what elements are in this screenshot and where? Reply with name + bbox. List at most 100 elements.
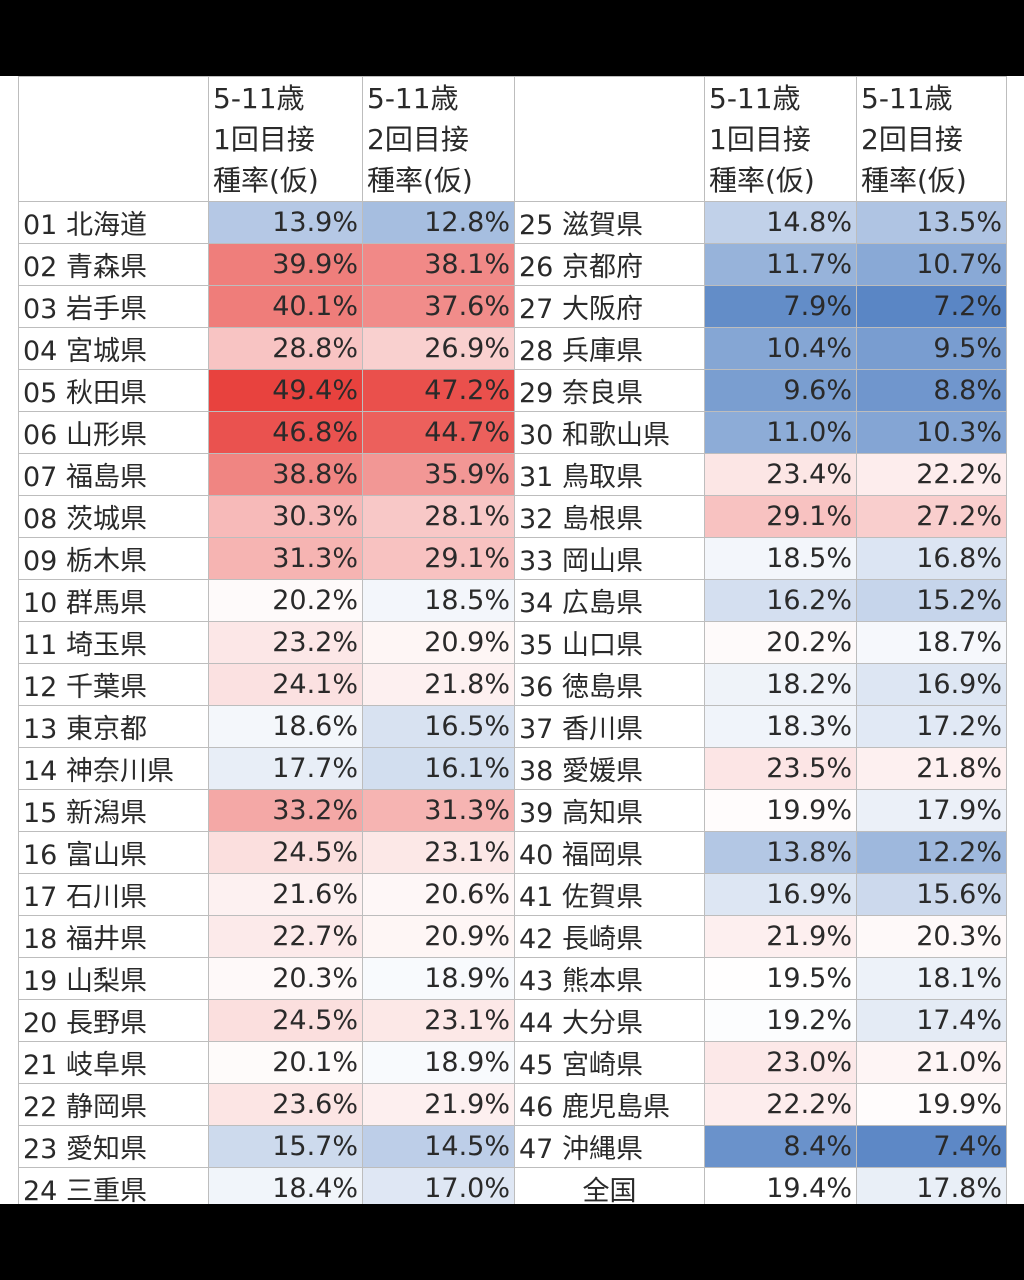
first-dose-rate-right: 18.2% <box>704 663 857 706</box>
prefecture-name-right: 25 滋賀県 <box>514 201 705 244</box>
second-dose-rate-left: 16.1% <box>362 747 515 790</box>
prefecture-name-left: 24 三重県 <box>18 1167 209 1204</box>
spreadsheet-sheet: 5-11歳 1回目接 種率(仮) 5-11歳 2回目接 種率(仮) 5-11歳 … <box>0 76 1024 1204</box>
first-dose-rate-left: 18.6% <box>208 705 363 748</box>
prefecture-name-right: 28 兵庫県 <box>514 327 705 370</box>
header-row: 5-11歳 1回目接 種率(仮) 5-11歳 2回目接 種率(仮) 5-11歳 … <box>18 76 1007 202</box>
prefecture-name-left: 01 北海道 <box>18 201 209 244</box>
table-row: 01 北海道 13.9% 12.8% 25 滋賀県 14.8% 13.5% <box>18 201 1007 244</box>
first-dose-rate-right: 16.2% <box>704 579 857 622</box>
second-dose-rate-right: 16.8% <box>856 537 1007 580</box>
table-row: 06 山形県 46.8% 44.7% 30 和歌山県 11.0% 10.3% <box>18 411 1007 454</box>
prefecture-name-left: 20 長野県 <box>18 999 209 1042</box>
prefecture-name-left: 22 静岡県 <box>18 1083 209 1126</box>
prefecture-name-right: 39 高知県 <box>514 789 705 832</box>
first-dose-rate-right: 16.9% <box>704 873 857 916</box>
first-dose-rate-left: 40.1% <box>208 285 363 328</box>
second-dose-rate-left: 18.5% <box>362 579 515 622</box>
prefecture-name-right: 45 宮崎県 <box>514 1041 705 1084</box>
prefecture-name-right: 37 香川県 <box>514 705 705 748</box>
first-dose-rate-right: 19.4% <box>704 1167 857 1204</box>
table-row: 09 栃木県 31.3% 29.1% 33 岡山県 18.5% 16.8% <box>18 537 1007 580</box>
table-row: 21 岐阜県 20.1% 18.9% 45 宮崎県 23.0% 21.0% <box>18 1041 1007 1084</box>
first-dose-rate-right: 20.2% <box>704 621 857 664</box>
second-dose-rate-right: 17.4% <box>856 999 1007 1042</box>
second-dose-rate-left: 18.9% <box>362 1041 515 1084</box>
second-dose-rate-right: 16.9% <box>856 663 1007 706</box>
prefecture-name-right: 27 大阪府 <box>514 285 705 328</box>
header-line: 種率(仮) <box>367 164 473 197</box>
header-line: 5-11歳 <box>367 82 459 115</box>
table-row: 03 岩手県 40.1% 37.6% 27 大阪府 7.9% 7.2% <box>18 285 1007 328</box>
header-line: 種率(仮) <box>709 164 815 197</box>
prefecture-name-left: 07 福島県 <box>18 453 209 496</box>
prefecture-name-right: 29 奈良県 <box>514 369 705 412</box>
prefecture-name-left: 05 秋田県 <box>18 369 209 412</box>
second-dose-rate-left: 17.0% <box>362 1167 515 1204</box>
prefecture-name-right: 44 大分県 <box>514 999 705 1042</box>
header-cell-col3: 5-11歳 1回目接 種率(仮) <box>704 76 857 202</box>
first-dose-rate-right: 18.5% <box>704 537 857 580</box>
first-dose-rate-left: 17.7% <box>208 747 363 790</box>
table-row: 20 長野県 24.5% 23.1% 44 大分県 19.2% 17.4% <box>18 999 1007 1042</box>
first-dose-rate-left: 39.9% <box>208 243 363 286</box>
first-dose-rate-right: 11.7% <box>704 243 857 286</box>
prefecture-name-left: 02 青森県 <box>18 243 209 286</box>
prefecture-name-left: 04 宮城県 <box>18 327 209 370</box>
table-row: 24 三重県 18.4% 17.0% 全国 19.4% 17.8% <box>18 1167 1007 1204</box>
prefecture-name-right: 全国 <box>514 1167 705 1204</box>
first-dose-rate-left: 20.2% <box>208 579 363 622</box>
prefecture-name-left: 12 千葉県 <box>18 663 209 706</box>
second-dose-rate-right: 18.7% <box>856 621 1007 664</box>
first-dose-rate-right: 21.9% <box>704 915 857 958</box>
prefecture-name-left: 11 埼玉県 <box>18 621 209 664</box>
prefecture-name-left: 21 岐阜県 <box>18 1041 209 1084</box>
header-line: 種率(仮) <box>861 164 967 197</box>
first-dose-rate-right: 10.4% <box>704 327 857 370</box>
first-dose-rate-left: 38.8% <box>208 453 363 496</box>
table-row: 11 埼玉県 23.2% 20.9% 35 山口県 20.2% 18.7% <box>18 621 1007 664</box>
second-dose-rate-right: 9.5% <box>856 327 1007 370</box>
prefecture-name-right: 31 鳥取県 <box>514 453 705 496</box>
header-cell-col4: 5-11歳 2回目接 種率(仮) <box>856 76 1007 202</box>
second-dose-rate-left: 31.3% <box>362 789 515 832</box>
prefecture-name-left: 06 山形県 <box>18 411 209 454</box>
second-dose-rate-right: 21.0% <box>856 1041 1007 1084</box>
header-line: 5-11歳 <box>709 82 801 115</box>
header-blank-left <box>18 76 209 202</box>
second-dose-rate-right: 15.2% <box>856 579 1007 622</box>
first-dose-rate-left: 20.3% <box>208 957 363 1000</box>
second-dose-rate-right: 7.4% <box>856 1125 1007 1168</box>
prefecture-name-left: 09 栃木県 <box>18 537 209 580</box>
prefecture-name-left: 19 山梨県 <box>18 957 209 1000</box>
header-line: 2回目接 <box>367 123 469 156</box>
prefecture-name-right: 36 徳島県 <box>514 663 705 706</box>
table-row: 02 青森県 39.9% 38.1% 26 京都府 11.7% 10.7% <box>18 243 1007 286</box>
prefecture-name-left: 16 富山県 <box>18 831 209 874</box>
table-body: 5-11歳 1回目接 種率(仮) 5-11歳 2回目接 種率(仮) 5-11歳 … <box>18 76 1007 1204</box>
first-dose-rate-left: 15.7% <box>208 1125 363 1168</box>
table-row: 12 千葉県 24.1% 21.8% 36 徳島県 18.2% 16.9% <box>18 663 1007 706</box>
table-row: 05 秋田県 49.4% 47.2% 29 奈良県 9.6% 8.8% <box>18 369 1007 412</box>
first-dose-rate-left: 49.4% <box>208 369 363 412</box>
second-dose-rate-right: 10.7% <box>856 243 1007 286</box>
prefecture-name-right: 47 沖縄県 <box>514 1125 705 1168</box>
prefecture-name-left: 14 神奈川県 <box>18 747 209 790</box>
first-dose-rate-right: 23.4% <box>704 453 857 496</box>
header-line: 種率(仮) <box>213 164 319 197</box>
first-dose-rate-left: 31.3% <box>208 537 363 580</box>
table-row: 04 宮城県 28.8% 26.9% 28 兵庫県 10.4% 9.5% <box>18 327 1007 370</box>
second-dose-rate-left: 18.9% <box>362 957 515 1000</box>
table-row: 23 愛知県 15.7% 14.5% 47 沖縄県 8.4% 7.4% <box>18 1125 1007 1168</box>
second-dose-rate-left: 23.1% <box>362 999 515 1042</box>
second-dose-rate-left: 23.1% <box>362 831 515 874</box>
second-dose-rate-left: 14.5% <box>362 1125 515 1168</box>
second-dose-rate-right: 18.1% <box>856 957 1007 1000</box>
prefecture-name-right: 43 熊本県 <box>514 957 705 1000</box>
table-row: 22 静岡県 23.6% 21.9% 46 鹿児島県 22.2% 19.9% <box>18 1083 1007 1126</box>
prefecture-name-right: 35 山口県 <box>514 621 705 664</box>
second-dose-rate-left: 35.9% <box>362 453 515 496</box>
second-dose-rate-left: 20.9% <box>362 915 515 958</box>
prefecture-name-left: 13 東京都 <box>18 705 209 748</box>
prefecture-name-right: 41 佐賀県 <box>514 873 705 916</box>
